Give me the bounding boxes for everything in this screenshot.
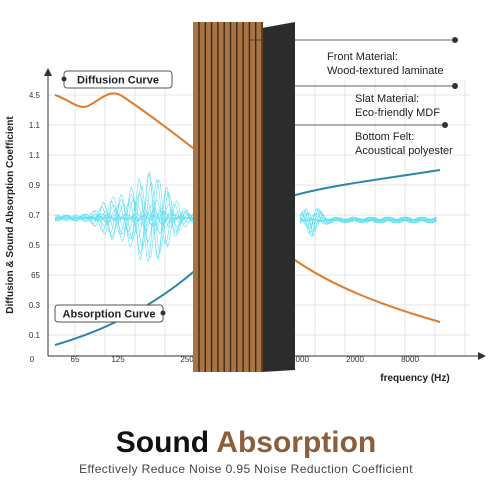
- callout-text: Acoustical polyester: [355, 145, 453, 157]
- felt-layer: [262, 22, 295, 372]
- wave-line: [54, 173, 195, 260]
- y-tick-label: 0.3: [29, 301, 41, 310]
- x-tick-label: 2000: [346, 355, 364, 364]
- wood-panel: [193, 22, 263, 372]
- y-tick-label: 1.1: [29, 121, 41, 130]
- x-arrow: [478, 352, 486, 360]
- y-tick-label: 0.9: [29, 181, 41, 190]
- wave-line: [299, 209, 437, 236]
- y-tick-label: 1.1: [29, 151, 41, 160]
- y-tick-label: 4.5: [29, 91, 41, 100]
- callout-text: Eco-friendly MDF: [355, 107, 440, 119]
- y-arrow: [44, 68, 52, 76]
- headline-second: Absorption: [216, 426, 376, 459]
- diffusion-label: Diffusion Curve: [77, 75, 159, 87]
- x-tick-label: 8000: [401, 355, 419, 364]
- headline-first: Sound: [116, 426, 209, 459]
- diffusion-curve-right: [291, 257, 441, 323]
- wave-line: [54, 199, 195, 238]
- y-tick-label: 0.1: [29, 331, 41, 340]
- dot: [452, 37, 458, 43]
- callout-title: Front Material:: [327, 51, 398, 63]
- dot: [442, 122, 448, 128]
- wave-line: [299, 213, 437, 230]
- x-axis-label: frequency (Hz): [380, 373, 449, 384]
- absorption-label: Absorption Curve: [63, 309, 156, 321]
- dot: [61, 76, 67, 82]
- x-tick-label: 1000: [291, 355, 309, 364]
- y-tick-label: 0.5: [29, 241, 41, 250]
- y-tick-label: 0.7: [29, 211, 41, 220]
- subtitle: Effectively Reduce Noise 0.95 Noise Redu…: [79, 462, 413, 476]
- callout-text: Wood-textured laminate: [327, 65, 444, 77]
- x-tick-label: 65: [71, 355, 80, 364]
- callout-title: Bottom Felt:: [355, 131, 414, 143]
- y-tick-label: 65: [31, 271, 40, 280]
- callout-lines: [250, 39, 452, 126]
- x-tick-label: 125: [111, 355, 125, 364]
- dot: [452, 83, 458, 89]
- y-axis-label: Diffusion & Sound Absorption Coefficient: [5, 116, 16, 314]
- x-tick-label: 0: [30, 355, 35, 364]
- waveform: [54, 171, 437, 262]
- wave-line: [54, 204, 195, 234]
- callout-title: Slat Material:: [355, 93, 419, 105]
- dot: [160, 310, 166, 316]
- wave-line: [300, 216, 437, 224]
- slats: [198, 22, 263, 372]
- headline: Sound Absorption: [116, 426, 377, 459]
- x-tick-label: 250: [180, 355, 194, 364]
- diffusion-curve: [54, 92, 199, 153]
- absorption-curve-right: [291, 169, 441, 197]
